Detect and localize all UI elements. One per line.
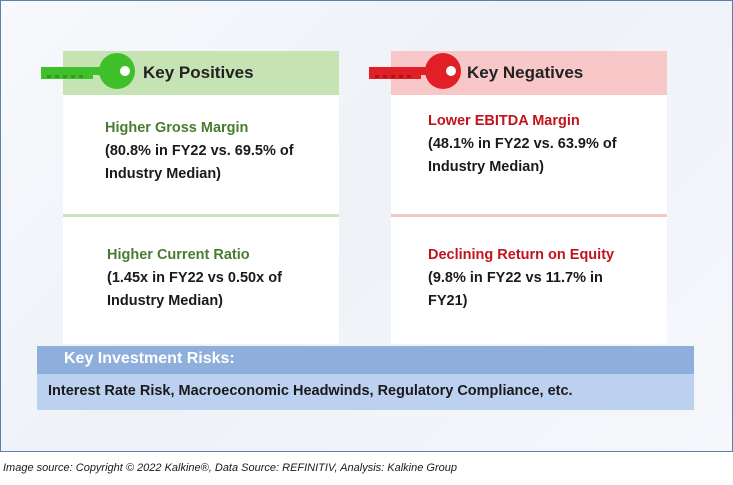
positive-item-2-title: Higher Current Ratio: [107, 247, 250, 263]
positive-item-2-detail-line2: Industry Median): [107, 293, 224, 309]
positive-item-1-title: Higher Gross Margin: [105, 120, 249, 136]
key-investment-risks-body: Interest Rate Risk, Macroeconomic Headwi…: [37, 374, 694, 410]
infographic-frame: Key Positives Higher Gross Margin (80.8%…: [0, 0, 733, 452]
negative-item-2-title: Declining Return on Equity: [428, 247, 615, 263]
positive-item-1: Higher Gross Margin (80.8% in FY22 vs. 6…: [105, 117, 294, 186]
key-investment-risks-text: Interest Rate Risk, Macroeconomic Headwi…: [48, 383, 573, 399]
negative-item-2: Declining Return on Equity (9.8% in FY22…: [428, 244, 614, 313]
positive-item-1-detail-line1: (80.8% in FY22 vs. 69.5% of: [105, 143, 294, 159]
key-positives-header: Key Positives: [41, 51, 339, 95]
positives-divider: [63, 214, 339, 217]
key-investment-risks-title: Key Investment Risks:: [64, 350, 235, 367]
negative-item-1-title: Lower EBITDA Margin: [428, 113, 580, 129]
key-positives-title: Key Positives: [143, 63, 254, 82]
green-key-icon: [41, 53, 135, 89]
key-negatives-header: Key Negatives: [369, 51, 667, 95]
positive-item-2: Higher Current Ratio (1.45x in FY22 vs 0…: [107, 244, 282, 313]
key-investment-risks-header: Key Investment Risks:: [37, 346, 694, 374]
key-investment-risks-box: Key Investment Risks: Interest Rate Risk…: [37, 346, 694, 410]
negative-item-1: Lower EBITDA Margin (48.1% in FY22 vs. 6…: [428, 110, 617, 179]
positive-item-2-detail-line1: (1.45x in FY22 vs 0.50x of: [107, 270, 282, 286]
key-negatives-title: Key Negatives: [467, 63, 584, 82]
negative-item-1-detail-line2: Industry Median): [428, 159, 545, 175]
image-source-caption: Image source: Copyright © 2022 Kalkine®,…: [3, 462, 457, 474]
key-negatives-panel: Key Negatives Lower EBITDA Margin (48.1%…: [369, 51, 667, 344]
negative-item-2-detail-line2: FY21): [428, 293, 468, 309]
key-positives-panel: Key Positives Higher Gross Margin (80.8%…: [41, 51, 339, 344]
positive-item-1-detail-line2: Industry Median): [105, 166, 222, 182]
negative-item-2-detail-line1: (9.8% in FY22 vs 11.7% in: [428, 270, 603, 286]
negatives-divider: [391, 214, 667, 217]
red-key-icon: [369, 53, 461, 89]
negative-item-1-detail-line1: (48.1% in FY22 vs. 63.9% of: [428, 136, 617, 152]
